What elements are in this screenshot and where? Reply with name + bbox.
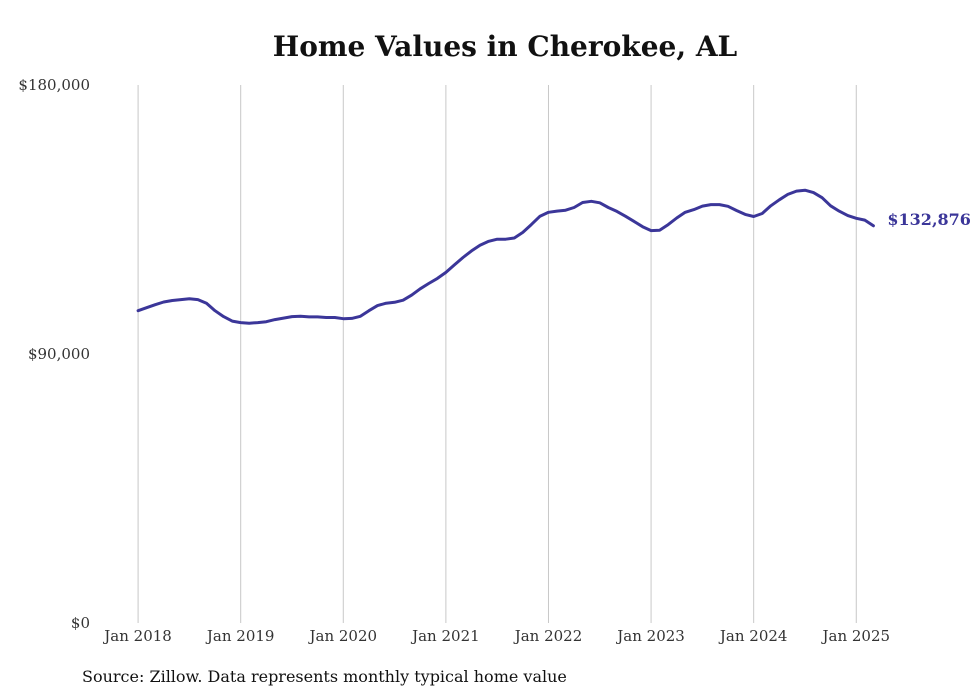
x-tick-label: Jan 2025 (820, 627, 890, 645)
series-line (136, 188, 875, 325)
x-tick-label: Jan 2018 (102, 627, 172, 645)
x-tick-label: Jan 2023 (615, 627, 685, 645)
y-tick-label: $0 (71, 614, 90, 632)
x-axis-ticks: Jan 2018 Jan 2019 Jan 2020 Jan 2021 Jan 2022… (102, 627, 890, 645)
end-value-label: $132,876 (887, 210, 971, 229)
x-tick-label: Jan 2022 (513, 627, 583, 645)
chart-title: Home Values in Cherokee, AL (272, 30, 738, 63)
y-tick-label: $180,000 (18, 76, 90, 94)
end-label-layer: $132,876 (887, 210, 971, 229)
grid-lines (137, 85, 857, 623)
series-layer (136, 188, 875, 325)
y-axis-ticks: $0 $90,000 $180,000 (18, 76, 90, 632)
x-tick-label: Jan 2020 (308, 627, 378, 645)
x-tick-label: Jan 2021 (410, 627, 480, 645)
y-tick-label: $90,000 (28, 345, 90, 363)
x-tick-label: Jan 2024 (718, 627, 788, 645)
source-note: Source: Zillow. Data represents monthly … (82, 667, 567, 686)
x-tick-label: Jan 2019 (205, 627, 275, 645)
